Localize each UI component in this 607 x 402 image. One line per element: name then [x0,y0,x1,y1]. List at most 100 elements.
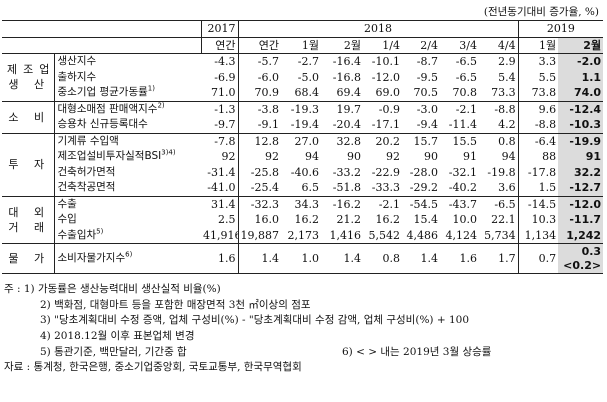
table-cell: 32.8 [321,132,363,149]
table-cell: -16.2 [321,195,363,212]
category-label: 제조업 생 산 [2,53,55,101]
table-cell: 1.7 [479,243,519,274]
category-label: 물 가 [2,243,55,274]
table-cell: 73.8 [517,85,559,101]
table-cell: 1,416 [329,228,362,242]
table-row: 중소기업 평균가동률1) 71.0 70.9 68.4 69.4 69.0 70.5 70.8… [2,85,604,101]
row-label: 출하지수 [57,70,97,83]
table-cell: -10.3 [558,117,604,133]
table-cell: 0.8 [363,243,402,274]
table-cell: 2.9 [479,53,519,70]
table-cell: 32.2 [558,164,604,180]
table-cell: -12.7 [558,180,604,196]
table-cell: 19.7 [321,100,363,117]
period-header: 2월 [558,37,604,54]
table-row: 건축착공면적 -41.0 -25.4 6.5 -51.8 -33.3 -29.2 -40.2 3… [2,180,604,196]
table-row: 수출입차5) 41,916 19,887 2,173 1,416 5,542 4,486 4,… [2,227,604,244]
table-cell: 1.4 [237,243,281,274]
row-label: 생산지수 [54,53,201,70]
table-cell: -25.4 [237,180,281,196]
table-row: 투 자 기계류 수입액 -7.8 12.8 27.0 32.8 20.2 15.7 15.5 0.… [2,132,604,196]
table-cell: 12.8 [237,132,281,149]
table-cell: 92 [237,149,281,165]
table-cell: -17.8 [517,164,559,180]
table-cell: 94 [501,150,516,164]
table-cell: 1.1 [558,69,604,85]
table-cell: -9.4 [416,118,438,132]
footnote-line: 4) 2018.12월 이후 표본업체 변경 [4,329,604,345]
period-header: 1월 [517,37,559,54]
table-cell: 88 [517,149,559,165]
row-label: 승용차 신규등록대수 [57,118,148,131]
table-cell: 70.5 [413,86,439,100]
table-cell: -4.3 [201,53,238,70]
row-label: 수출 [54,195,201,212]
table-cell: 10.3 [517,212,559,228]
footnote-text: 주 : 1) 가동률은 생산능력대비 생산실적 비율(%) [4,283,221,295]
table-cell: -9.7 [214,118,236,132]
table-cell: 71.0 [211,86,236,100]
table-cell: 91 [558,149,604,165]
table-cell: -41.0 [207,181,236,195]
table-cell: -10.1 [363,53,402,70]
table-cell: 10.0 [452,213,478,227]
footnote-text: 5) 통관기준, 백만달러, 기간중 합 [40,345,187,358]
table-cell: 6.5 [301,181,320,195]
table-cell: -20.4 [332,118,361,132]
row-label: 대형소매점 판매액지수2) [54,100,201,117]
table-cell: 90 [424,150,438,164]
table-row: 소 비 대형소매점 판매액지수2) -1.3 -3.8 -19.3 19.7 -0.9 -3.… [2,100,604,133]
table-cell: -8.7 [402,53,440,70]
table-cell: 15.4 [413,213,439,227]
table-cell: 94 [305,150,319,164]
row-label: 소비자물가지수6) [54,243,201,274]
category-label: 소 비 [2,100,55,133]
row-label: 건축착공면적 [57,181,116,194]
table-cell: -5.0 [297,70,319,84]
table-cell: -6.4 [517,132,559,149]
table-cell: 68.4 [294,86,320,100]
table-cell: 1.4 [321,243,363,274]
table-row: 건축허가면적 -31.4 -25.8 -40.6 -33.2 -22.9 -28.0 -32.… [2,164,604,180]
table-cell: 70.8 [452,86,478,100]
header-corner [2,20,54,38]
table-cell: 1.6 [440,243,479,274]
table-cell: 3.3 [517,53,559,70]
header-corner [54,20,202,38]
table-cell: 16.2 [294,213,320,227]
table-cell: 19,887 [237,227,281,244]
table-cell: 3.6 [498,181,516,195]
table-row: 제조업 생 산 생산지수 -4.3 -5.7 -2.7 -16.4 -10.1 -8.7 -6.5… [2,53,604,101]
table-cell: -3.0 [402,100,440,117]
table-cell: 31.4 [201,195,238,212]
table-cell: -12.4 [558,100,604,117]
year-header: 2017 [201,20,238,38]
period-header: 2/4 [402,37,440,54]
year-header: 2018 [237,20,519,38]
table-cell: -29.2 [409,181,438,195]
table-cell: 16.0 [237,212,281,228]
table-cell: -0.9 [363,100,402,117]
table-cell: 21.2 [336,213,362,227]
table-cell: -28.0 [409,165,438,179]
table-cell: 1.5 [517,180,559,196]
table-cell: 41,916 [203,228,238,242]
period-header: 연간 [201,37,238,54]
unit-note: (전년동기대비 증가율, %) [483,6,599,18]
table-cell: -33.2 [332,165,361,179]
period-header: 1월 [281,37,321,54]
table-cell: 20.2 [363,132,402,149]
footnote-text: 2) 백화점, 대형마트 등을 포함한 매장면적 3천 ㎡이상의 점포 [40,298,311,311]
footnote-line: 5) 통관기준, 백만달러, 기간중 합 6) < > 내는 2019년 3월 상… [4,345,604,361]
footnote-text: 자료 : 통계청, 한국은행, 중소기업중앙회, 국토교통부, 한국무역협회 [4,361,302,374]
period-header: 2월 [321,37,363,54]
row-label: 제조업설비투자실적BSI3)4) [57,149,176,163]
table-cell: -2.7 [281,53,321,70]
table-cell: 1,134 [517,227,559,244]
economic-indicators-table: 2017 2018 2019 연간 연간 1월 2월 1/4 2/4 3/4 4/4 1월 2월 제조업… [2,20,604,274]
table-cell: -32.1 [448,165,477,179]
table-cell: 91 [463,150,477,164]
table-cell: -7.8 [201,132,238,149]
table-cell: 5,734 [484,228,516,242]
year-header: 2019 [517,20,604,38]
